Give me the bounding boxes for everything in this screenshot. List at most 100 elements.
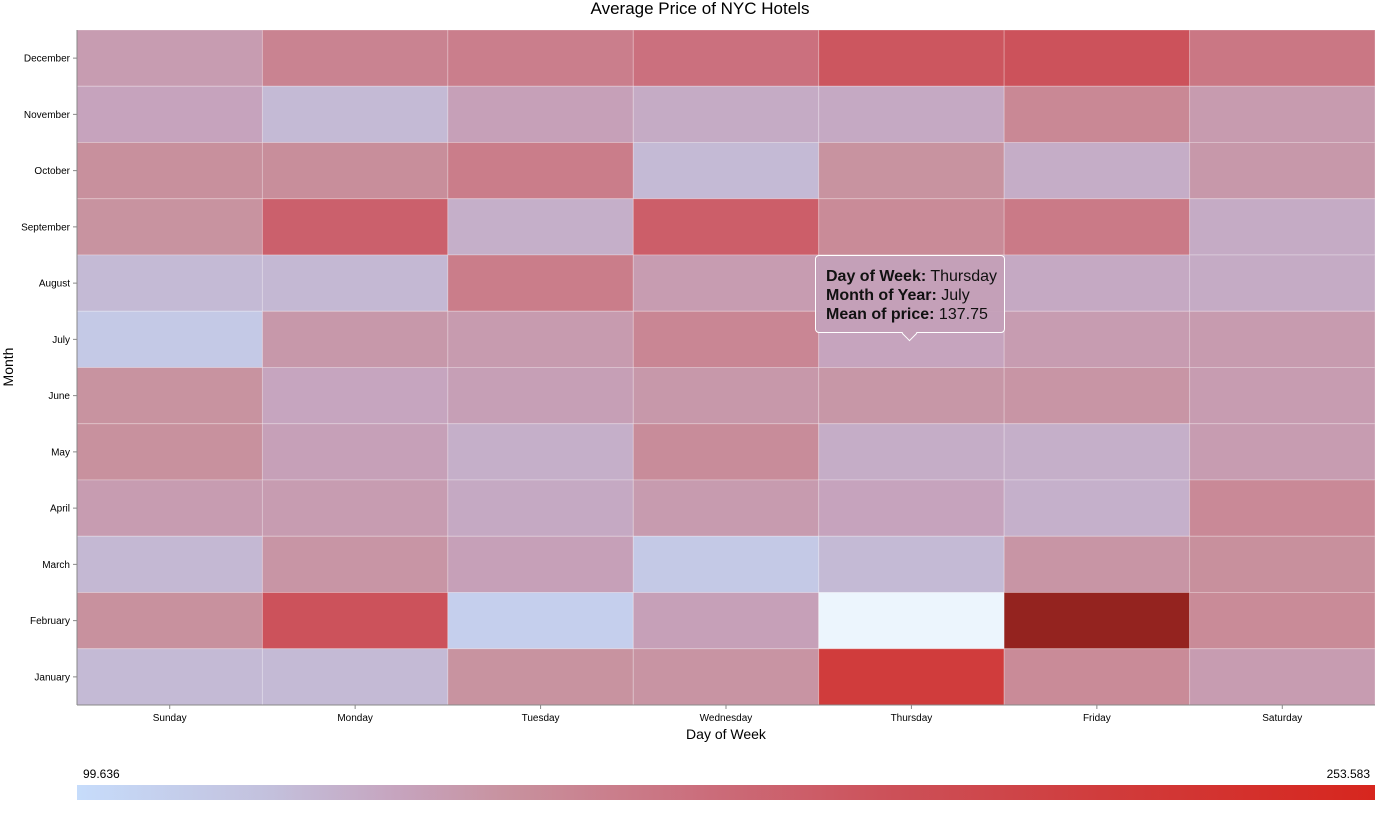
heatmap-cell-april-tuesday[interactable] — [447, 479, 634, 537]
heatmap-cell-july-saturday[interactable] — [1189, 310, 1376, 368]
heatmap-cell-august-wednesday[interactable] — [632, 254, 820, 312]
y-tick-label: September — [21, 222, 71, 233]
tooltip-day-label: Day of Week: — [826, 268, 927, 285]
heatmap-cell-october-monday[interactable] — [261, 142, 449, 200]
heatmap-cell-march-tuesday[interactable] — [447, 535, 634, 593]
heatmap-cell-march-friday[interactable] — [1003, 535, 1191, 593]
heatmap-cell-june-friday[interactable] — [1003, 367, 1191, 425]
heatmap-cell-march-saturday[interactable] — [1189, 535, 1376, 593]
heatmap-cell-july-sunday[interactable] — [76, 310, 263, 368]
heatmap-cell-november-friday[interactable] — [1003, 85, 1191, 143]
heatmap-cell-may-friday[interactable] — [1003, 423, 1191, 481]
heatmap-cell-january-saturday[interactable] — [1189, 648, 1376, 706]
heatmap-cell-november-wednesday[interactable] — [632, 85, 820, 143]
heatmap-cell-august-saturday[interactable] — [1189, 254, 1376, 312]
heatmap-cell-august-monday[interactable] — [261, 254, 449, 312]
heatmap-cell-march-thursday[interactable] — [818, 535, 1005, 593]
heatmap-cell-march-wednesday[interactable] — [632, 535, 820, 593]
y-tick-label: October — [34, 166, 70, 177]
heatmap-cell-april-thursday[interactable] — [818, 479, 1005, 537]
y-axis-title: Month — [0, 348, 16, 387]
heatmap-cell-december-monday[interactable] — [261, 29, 449, 87]
y-tick-label: July — [52, 335, 70, 346]
heatmap-cell-december-tuesday[interactable] — [447, 29, 634, 87]
tooltip-mean-label: Mean of price: — [826, 306, 935, 323]
heatmap-cell-july-friday[interactable] — [1003, 310, 1191, 368]
x-tick-label: Friday — [1083, 713, 1111, 724]
tooltip-day-value: Thursday — [930, 268, 998, 285]
heatmap-cell-april-friday[interactable] — [1003, 479, 1191, 537]
heatmap-cell-july-wednesday[interactable] — [632, 310, 820, 368]
heatmap-cell-september-thursday[interactable] — [818, 198, 1005, 256]
heatmap-cell-june-monday[interactable] — [261, 367, 449, 425]
heatmap-cell-september-sunday[interactable] — [76, 198, 263, 256]
heatmap-cell-february-friday[interactable] — [1003, 592, 1191, 650]
heatmap-cell-april-saturday[interactable] — [1189, 479, 1376, 537]
heatmap-cell-december-thursday[interactable] — [818, 29, 1005, 87]
heatmap-cell-june-sunday[interactable] — [76, 367, 263, 425]
heatmap-cell-february-saturday[interactable] — [1189, 592, 1376, 650]
heatmap-cell-october-wednesday[interactable] — [632, 142, 820, 200]
heatmap-cell-december-wednesday[interactable] — [632, 29, 820, 87]
heatmap-cell-december-sunday[interactable] — [76, 29, 263, 87]
heatmap-cell-february-wednesday[interactable] — [632, 592, 820, 650]
x-tick-label: Tuesday — [522, 713, 560, 724]
y-tick-label: March — [42, 560, 70, 571]
heatmap-cell-november-sunday[interactable] — [76, 85, 263, 143]
heatmap-cell-december-friday[interactable] — [1003, 29, 1191, 87]
x-tick-label: Thursday — [891, 713, 933, 724]
heatmap-cell-august-friday[interactable] — [1003, 254, 1191, 312]
heatmap-cell-march-sunday[interactable] — [76, 535, 263, 593]
heatmap-cell-november-tuesday[interactable] — [447, 85, 634, 143]
heatmap-cell-october-thursday[interactable] — [818, 142, 1005, 200]
heatmap-cell-november-monday[interactable] — [261, 85, 449, 143]
heatmap-cell-may-monday[interactable] — [261, 423, 449, 481]
y-tick-label: June — [48, 391, 70, 402]
heatmap-cell-january-thursday[interactable] — [818, 648, 1005, 706]
heatmap-cell-may-sunday[interactable] — [76, 423, 263, 481]
heatmap-cell-february-thursday[interactable] — [818, 592, 1005, 650]
heatmap-cell-june-thursday[interactable] — [818, 367, 1005, 425]
heatmap-cell-january-tuesday[interactable] — [447, 648, 634, 706]
heatmap-cell-september-saturday[interactable] — [1189, 198, 1376, 256]
heatmap-cell-september-tuesday[interactable] — [447, 198, 634, 256]
heatmap-cell-january-sunday[interactable] — [76, 648, 263, 706]
heatmap-cell-july-monday[interactable] — [261, 310, 449, 368]
heatmap-cell-october-friday[interactable] — [1003, 142, 1191, 200]
heatmap-cell-december-saturday[interactable] — [1189, 29, 1376, 87]
heatmap-cell-july-tuesday[interactable] — [447, 310, 634, 368]
heatmap-cell-february-tuesday[interactable] — [447, 592, 634, 650]
heatmap-cell-april-monday[interactable] — [261, 479, 449, 537]
y-tick-label: May — [51, 447, 70, 458]
tooltip: Day of Week: Thursday Month of Year: Jul… — [815, 255, 1005, 333]
heatmap-cell-september-friday[interactable] — [1003, 198, 1191, 256]
heatmap-cell-november-saturday[interactable] — [1189, 85, 1376, 143]
heatmap-cell-june-wednesday[interactable] — [632, 367, 820, 425]
heatmap-cell-february-monday[interactable] — [261, 592, 449, 650]
heatmap-cell-october-saturday[interactable] — [1189, 142, 1376, 200]
heatmap-cell-october-sunday[interactable] — [76, 142, 263, 200]
heatmap-cell-september-monday[interactable] — [261, 198, 449, 256]
heatmap-cell-may-tuesday[interactable] — [447, 423, 634, 481]
heatmap-cell-june-saturday[interactable] — [1189, 367, 1376, 425]
heatmap-cell-may-saturday[interactable] — [1189, 423, 1376, 481]
heatmap-cell-may-thursday[interactable] — [818, 423, 1005, 481]
colorbar[interactable] — [77, 785, 1375, 800]
tooltip-mean-value: 137.75 — [938, 306, 988, 323]
heatmap-cell-may-wednesday[interactable] — [632, 423, 820, 481]
y-tick-label: February — [30, 616, 70, 627]
heatmap-cell-january-wednesday[interactable] — [632, 648, 820, 706]
x-tick-label: Sunday — [153, 713, 187, 724]
heatmap-cell-january-monday[interactable] — [261, 648, 449, 706]
heatmap-cell-september-wednesday[interactable] — [632, 198, 820, 256]
heatmap-cell-november-thursday[interactable] — [818, 85, 1005, 143]
heatmap-cell-august-tuesday[interactable] — [447, 254, 634, 312]
heatmap-cell-april-wednesday[interactable] — [632, 479, 820, 537]
heatmap-cell-january-friday[interactable] — [1003, 648, 1191, 706]
heatmap-cell-october-tuesday[interactable] — [447, 142, 634, 200]
heatmap-cell-june-tuesday[interactable] — [447, 367, 634, 425]
heatmap-cell-march-monday[interactable] — [261, 535, 449, 593]
heatmap-cell-february-sunday[interactable] — [76, 592, 263, 650]
heatmap-cell-april-sunday[interactable] — [76, 479, 263, 537]
heatmap-cell-august-sunday[interactable] — [76, 254, 263, 312]
